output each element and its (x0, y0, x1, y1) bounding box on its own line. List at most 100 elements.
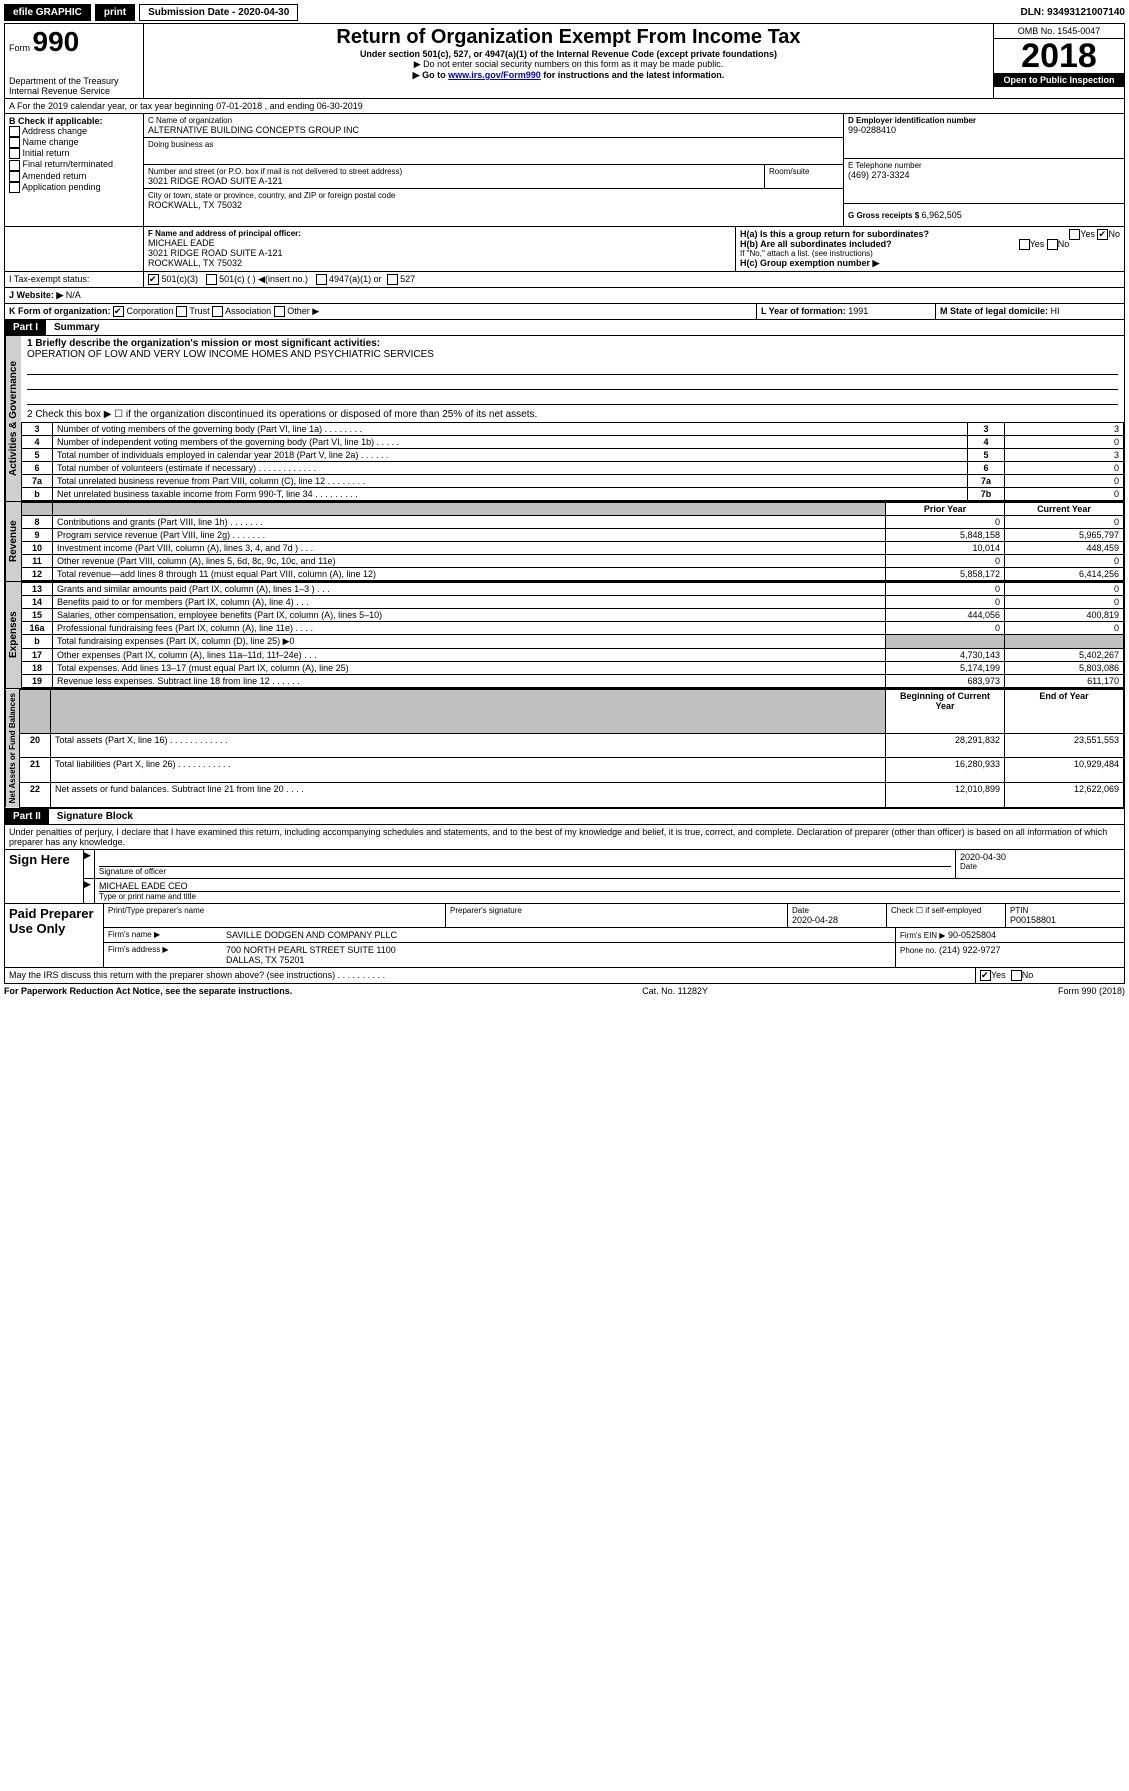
boxk-checkbox[interactable] (212, 306, 223, 317)
line-text: Investment income (Part VIII, column (A)… (53, 542, 886, 555)
hdr-blank (22, 503, 53, 516)
footer-mid: Cat. No. 11282Y (642, 986, 708, 996)
line-number: 12 (22, 568, 53, 581)
phone-label: Phone no. (900, 946, 936, 955)
hb-no-checkbox[interactable] (1047, 239, 1058, 250)
id-block: B Check if applicable: Address change Na… (4, 114, 1125, 227)
prior-value: 12,010,899 (886, 783, 1005, 808)
boxk-checkbox[interactable] (274, 306, 285, 317)
print-button[interactable]: print (95, 4, 135, 21)
discuss-yes-checkbox[interactable] (980, 970, 991, 981)
col-current: End of Year (1005, 690, 1124, 734)
goto-post: for instructions and the latest informat… (541, 70, 725, 80)
boxb-checkbox[interactable] (9, 160, 20, 171)
boxb-option: Name change (23, 137, 79, 147)
discuss-no-checkbox[interactable] (1011, 970, 1022, 981)
boxb-checkbox[interactable] (9, 171, 20, 182)
gross-receipts: 6,962,505 (922, 210, 962, 220)
501c-checkbox[interactable] (206, 274, 217, 285)
boxk-option: Association (225, 306, 271, 316)
line-text: Total expenses. Add lines 13–17 (must eq… (53, 662, 886, 675)
goto-pre: ▶ Go to (413, 70, 448, 80)
firm-phone: (214) 922-9727 (939, 945, 1001, 955)
discuss-text: May the IRS discuss this return with the… (5, 968, 976, 983)
prior-value: 683,973 (886, 675, 1005, 688)
line-text: Net assets or fund balances. Subtract li… (51, 783, 886, 808)
current-value: 23,551,553 (1005, 733, 1124, 758)
dba-label: Doing business as (148, 140, 839, 149)
line-text: Total fundraising expenses (Part IX, col… (53, 635, 886, 649)
room-label: Room/suite (764, 165, 843, 188)
line-value: 0 (1005, 488, 1124, 501)
officer-printed: MICHAEL EADE CEO (99, 881, 1120, 891)
firm-ein-label: Firm's EIN ▶ (900, 931, 945, 940)
dept-treasury: Department of the Treasury (9, 76, 139, 86)
501c3-checkbox[interactable] (148, 274, 159, 285)
527-checkbox[interactable] (387, 274, 398, 285)
org-address: 3021 RIDGE ROAD SUITE A-121 (148, 176, 760, 186)
ha-yes-checkbox[interactable] (1069, 229, 1080, 240)
boxb-checkbox[interactable] (9, 137, 20, 148)
opt-501c3: 501(c)(3) (162, 274, 199, 284)
boxk-checkbox[interactable] (176, 306, 187, 317)
col-number: 7a (968, 475, 1005, 488)
line-text: Grants and similar amounts paid (Part IX… (53, 583, 886, 596)
website: N/A (66, 290, 81, 300)
vtab-net-assets: Net Assets or Fund Balances (5, 689, 19, 807)
col-number: 3 (968, 423, 1005, 436)
no-label: No (1108, 229, 1120, 239)
line-value: 0 (1005, 436, 1124, 449)
irs-label: Internal Revenue Service (9, 86, 139, 96)
box-e-label: E Telephone number (848, 161, 1120, 170)
boxk-checkbox[interactable] (113, 306, 124, 317)
boxb-checkbox[interactable] (9, 148, 20, 159)
ha-no-checkbox[interactable] (1097, 229, 1108, 240)
firm-addr2: DALLAS, TX 75201 (226, 955, 891, 965)
firm-name-label: Firm's name ▶ (104, 928, 222, 942)
boxb-checkbox[interactable] (9, 126, 20, 137)
year-formation: 1991 (848, 306, 868, 316)
perjury-text: Under penalties of perjury, I declare th… (4, 825, 1125, 850)
boxb-checkbox[interactable] (9, 182, 20, 193)
boxb-option: Initial return (23, 148, 70, 158)
efile-button[interactable]: efile GRAPHIC (4, 4, 91, 21)
box-m-label: M State of legal domicile: (940, 306, 1048, 316)
current-value: 10,929,484 (1005, 758, 1124, 783)
col-number: 6 (968, 462, 1005, 475)
current-value: 12,622,069 (1005, 783, 1124, 808)
prior-value: 0 (886, 583, 1005, 596)
h-b: H(b) Are all subordinates included? Yes … (740, 239, 1120, 249)
line-number: 6 (22, 462, 53, 475)
prior-value: 4,730,143 (886, 649, 1005, 662)
tax-year: 2018 (994, 39, 1124, 73)
form-header: Form 990 Department of the Treasury Inte… (4, 23, 1125, 99)
4947-checkbox[interactable] (316, 274, 327, 285)
footer-right: Form 990 (2018) (1058, 986, 1125, 996)
ptin-label: PTIN (1010, 906, 1120, 915)
form990-link[interactable]: www.irs.gov/Form990 (448, 70, 541, 80)
line-number: 9 (22, 529, 53, 542)
prior-value: 444,056 (886, 609, 1005, 622)
footer-left: For Paperwork Reduction Act Notice, see … (4, 986, 292, 996)
h-a-text: H(a) Is this a group return for subordin… (740, 229, 929, 239)
q2: 2 Check this box ▶ ☐ if the organization… (21, 407, 1124, 422)
ein: 99-0288410 (848, 125, 1120, 135)
line-number: 17 (22, 649, 53, 662)
line-value: 0 (1005, 475, 1124, 488)
prior-value: 10,014 (886, 542, 1005, 555)
no-label: No (1022, 970, 1034, 980)
prior-value (886, 635, 1005, 649)
line-number: 20 (20, 733, 51, 758)
line-text: Other expenses (Part IX, column (A), lin… (53, 649, 886, 662)
vtab-expenses: Expenses (5, 582, 21, 688)
form-prefix: Form (9, 43, 30, 53)
line-text: Contributions and grants (Part VIII, lin… (53, 516, 886, 529)
col-current: Current Year (1005, 503, 1124, 516)
h-a: H(a) Is this a group return for subordin… (740, 229, 1120, 239)
hdr-blank (20, 690, 51, 734)
firm-addr-label: Firm's address ▶ (104, 943, 222, 967)
prior-value: 5,174,199 (886, 662, 1005, 675)
current-value: 0 (1005, 516, 1124, 529)
line-text: Total unrelated business revenue from Pa… (53, 475, 968, 488)
hb-yes-checkbox[interactable] (1019, 239, 1030, 250)
